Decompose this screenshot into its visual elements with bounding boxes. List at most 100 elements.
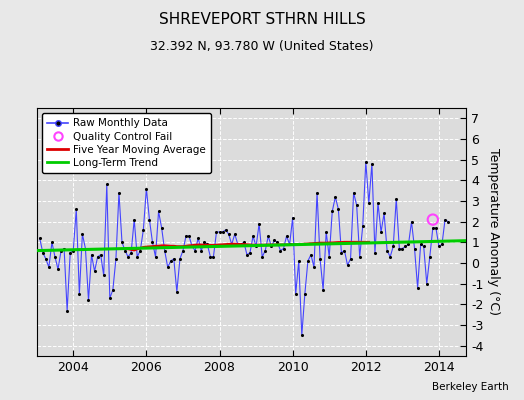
Point <box>371 250 379 256</box>
Point <box>51 254 59 260</box>
Point <box>389 243 397 250</box>
Point <box>417 241 425 248</box>
Point <box>115 190 123 196</box>
Point <box>142 186 150 192</box>
Point <box>212 229 221 235</box>
Point <box>425 254 434 260</box>
Point <box>222 227 230 233</box>
Point <box>200 239 209 246</box>
Point <box>267 243 276 250</box>
Point <box>139 227 148 233</box>
Point <box>48 239 56 246</box>
Point <box>435 243 443 250</box>
Point <box>294 258 303 264</box>
Point <box>103 181 111 188</box>
Point <box>243 252 251 258</box>
Point <box>69 247 78 254</box>
Point <box>298 332 306 338</box>
Text: Berkeley Earth: Berkeley Earth <box>432 382 508 392</box>
Text: 32.392 N, 93.780 W (United States): 32.392 N, 93.780 W (United States) <box>150 40 374 53</box>
Point <box>130 216 138 223</box>
Text: SHREVEPORT STHRN HILLS: SHREVEPORT STHRN HILLS <box>159 12 365 27</box>
Point <box>340 247 348 254</box>
Point <box>407 218 416 225</box>
Point <box>127 250 135 256</box>
Point <box>78 231 86 237</box>
Point <box>432 225 440 231</box>
Point <box>194 235 202 241</box>
Point <box>258 254 266 260</box>
Point <box>441 216 449 223</box>
Point <box>239 239 248 246</box>
Point <box>252 243 260 250</box>
Point <box>84 297 93 303</box>
Point <box>377 229 385 235</box>
Point <box>182 233 190 239</box>
Point <box>54 266 62 272</box>
Point <box>401 243 410 250</box>
Point <box>72 206 81 212</box>
Point <box>392 196 400 202</box>
Point <box>362 158 370 165</box>
Point <box>63 307 71 314</box>
Point <box>227 241 236 248</box>
Point <box>118 239 126 246</box>
Point <box>60 245 68 252</box>
Point <box>191 247 199 254</box>
Point <box>167 258 175 264</box>
Point <box>219 229 227 235</box>
Point <box>346 256 355 262</box>
Point <box>45 264 53 270</box>
Point <box>36 235 44 241</box>
Point <box>179 247 187 254</box>
Point <box>316 256 324 262</box>
Point <box>157 225 166 231</box>
Point <box>343 262 352 268</box>
Point <box>155 208 163 214</box>
Point <box>151 254 160 260</box>
Point <box>160 247 169 254</box>
Point <box>176 256 184 262</box>
Point <box>185 233 193 239</box>
Point <box>310 264 318 270</box>
Point <box>249 233 257 239</box>
Y-axis label: Temperature Anomaly (°C): Temperature Anomaly (°C) <box>487 148 500 316</box>
Point <box>106 295 114 301</box>
Point <box>90 268 99 274</box>
Point <box>203 241 212 248</box>
Point <box>398 245 407 252</box>
Point <box>420 243 428 250</box>
Point <box>133 254 141 260</box>
Point <box>100 272 108 278</box>
Point <box>291 291 300 297</box>
Point <box>112 256 120 262</box>
Point <box>322 229 331 235</box>
Point <box>395 245 403 252</box>
Legend: Raw Monthly Data, Quality Control Fail, Five Year Moving Average, Long-Term Tren: Raw Monthly Data, Quality Control Fail, … <box>42 113 211 173</box>
Point <box>365 200 373 206</box>
Point <box>172 289 181 295</box>
Point <box>282 233 291 239</box>
Point <box>337 250 346 256</box>
Point <box>124 254 132 260</box>
Point <box>237 241 245 248</box>
Point <box>93 254 102 260</box>
Point <box>358 222 367 229</box>
Point <box>368 160 376 167</box>
Point <box>57 247 66 254</box>
Point <box>422 280 431 287</box>
Point <box>215 229 224 235</box>
Point <box>286 241 294 248</box>
Point <box>96 252 105 258</box>
Point <box>88 252 96 258</box>
Point <box>41 256 50 262</box>
Point <box>307 252 315 258</box>
Point <box>429 225 437 231</box>
Point <box>380 210 388 217</box>
Point <box>145 216 154 223</box>
Point <box>234 241 242 248</box>
Point <box>383 247 391 254</box>
Point <box>444 218 452 225</box>
Point <box>231 231 239 237</box>
Point <box>386 254 395 260</box>
